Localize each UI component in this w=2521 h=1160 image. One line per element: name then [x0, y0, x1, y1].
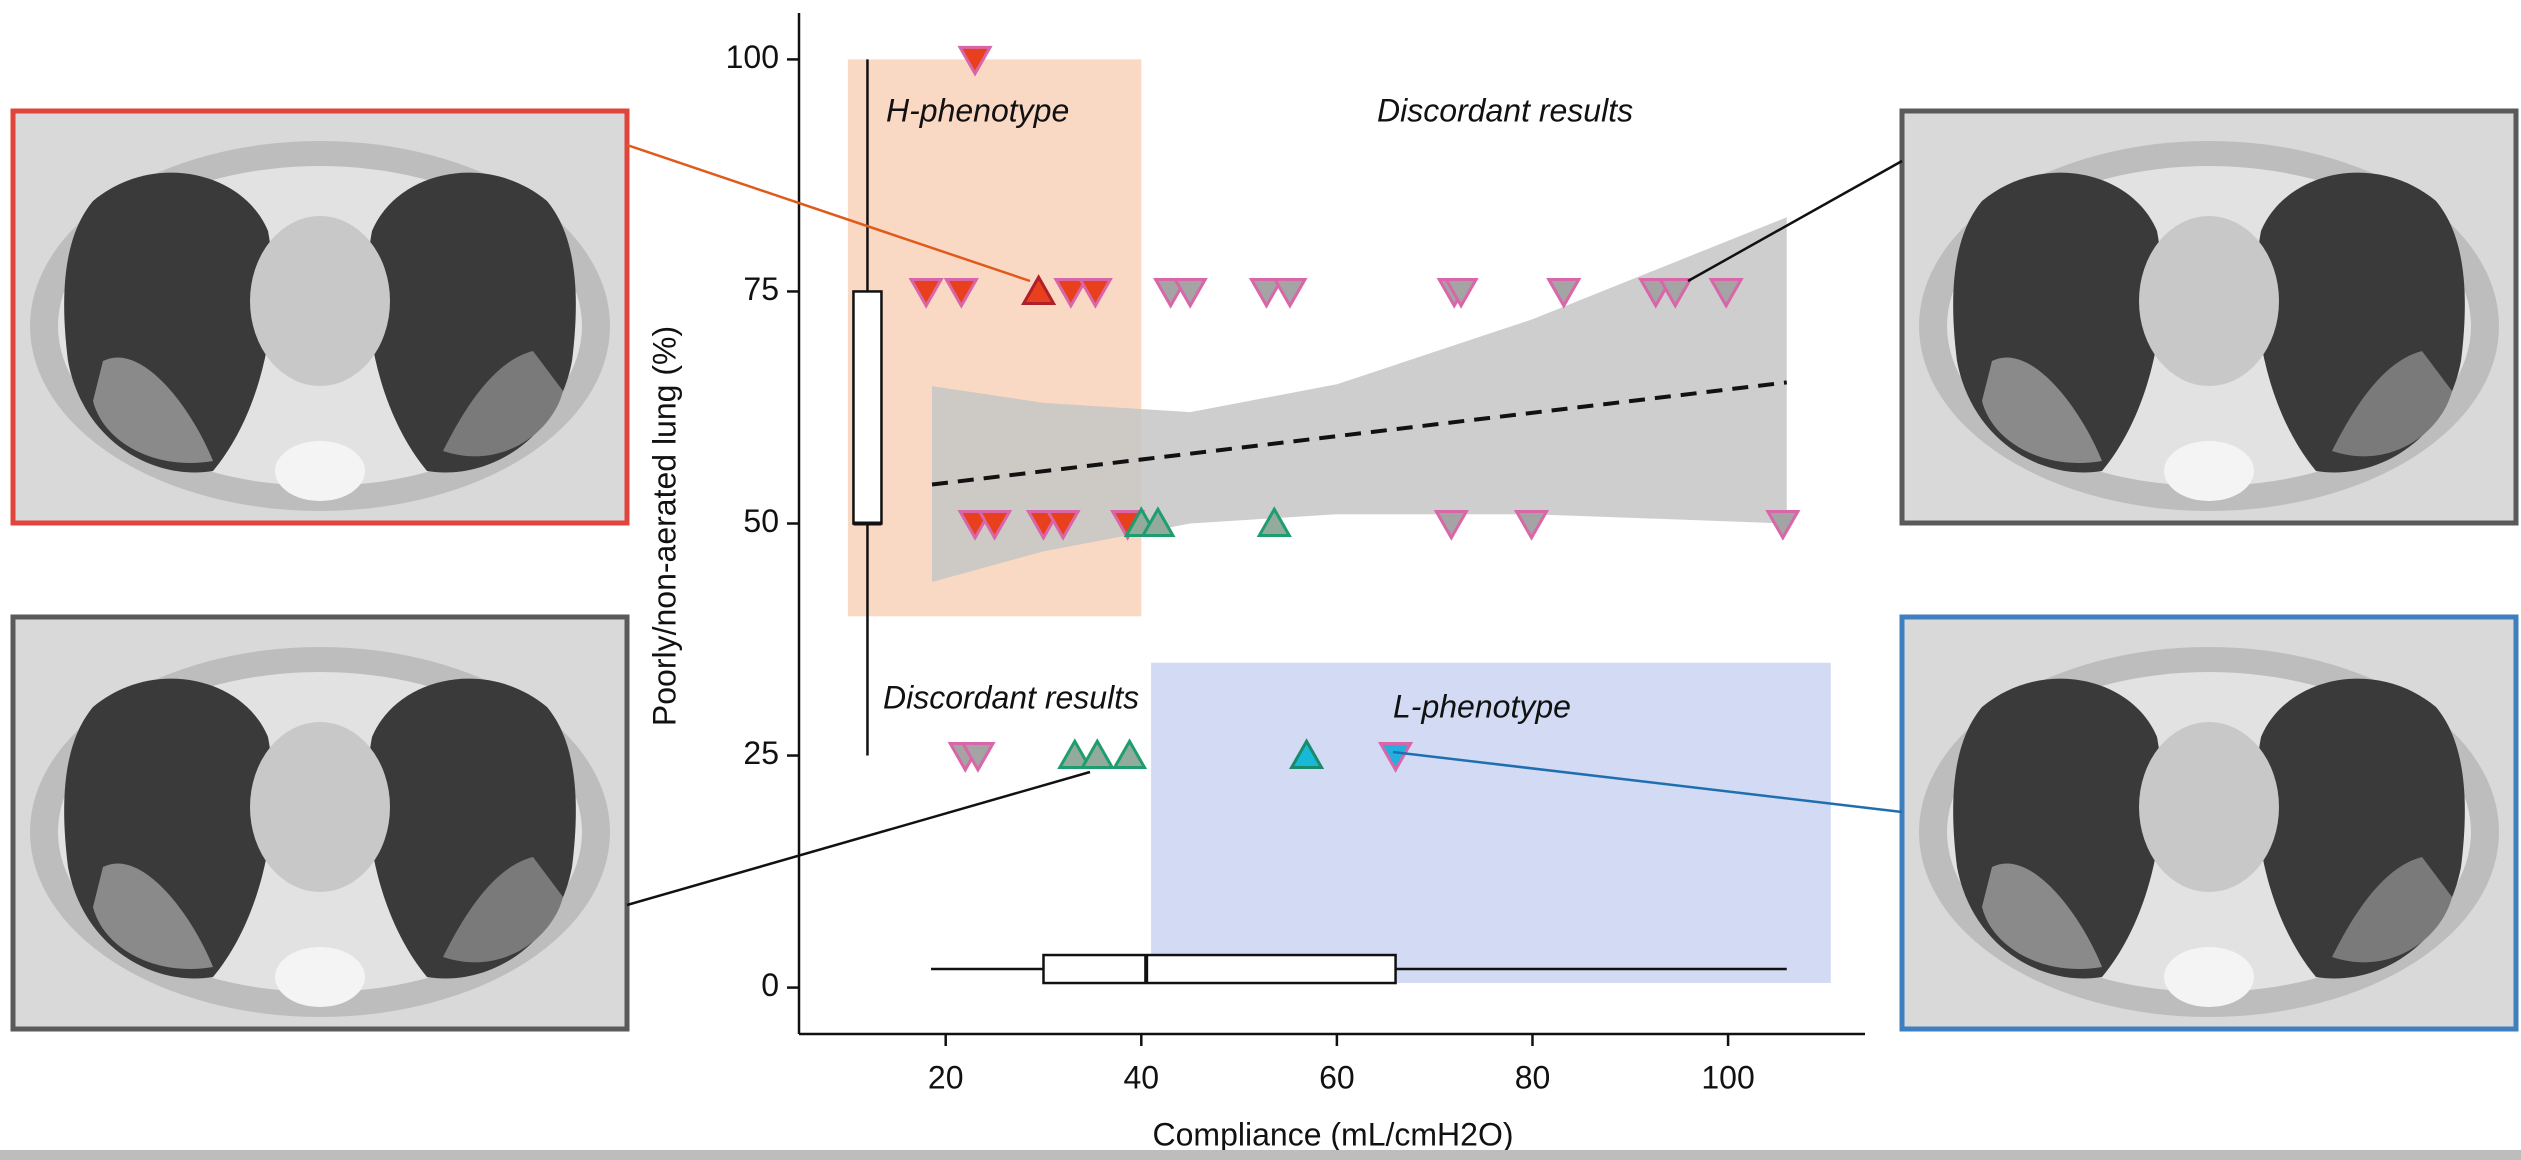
point [1057, 738, 1093, 770]
y-tick-label: 75 [743, 271, 779, 307]
y-tick-label: 25 [743, 735, 779, 771]
box [852, 290, 883, 525]
point [1272, 277, 1308, 309]
point [1111, 738, 1148, 770]
trend-line [931, 380, 1787, 487]
point [1513, 510, 1550, 541]
point [1546, 277, 1582, 309]
point [1045, 510, 1081, 541]
ct-image-discordant-high [1899, 108, 2519, 526]
region [1151, 662, 1831, 983]
point [1079, 738, 1115, 770]
ct-image-discordant-low [10, 614, 630, 1032]
region-label: H-phenotype [886, 92, 1069, 128]
point [1256, 506, 1292, 537]
x-tick-label: 100 [1701, 1059, 1754, 1095]
point [960, 742, 996, 773]
connector [626, 143, 1031, 283]
connector [626, 770, 1091, 907]
bottom-strip [0, 1150, 2521, 1160]
point [943, 277, 979, 309]
point [1443, 277, 1479, 309]
annotation: Discordant results [1377, 92, 1633, 128]
point [1377, 742, 1414, 773]
x-axis-label: Compliance (mL/cmH2O) [1153, 1116, 1514, 1152]
point [977, 510, 1013, 541]
x-tick-label: 60 [1319, 1059, 1355, 1095]
region-label: L-phenotype [1393, 688, 1571, 724]
y-axis-label: Poorly/non-aerated lung (%) [646, 326, 682, 726]
annotation: Discordant results [883, 679, 1139, 715]
y-tick-label: 50 [743, 503, 779, 539]
point [908, 277, 944, 309]
point [1708, 277, 1744, 309]
box [1042, 953, 1397, 985]
point [1053, 277, 1089, 309]
y-tick-label: 100 [726, 39, 779, 75]
point [1021, 274, 1057, 305]
confidence-band [932, 217, 1787, 582]
point [1248, 277, 1285, 309]
point [1765, 510, 1801, 541]
connector [1687, 159, 1903, 283]
ct-image-h [10, 108, 630, 526]
point [1657, 277, 1693, 309]
point [1140, 506, 1176, 537]
point [1172, 277, 1208, 309]
x-tick-label: 40 [1123, 1059, 1159, 1095]
point [1288, 738, 1325, 770]
connector [1392, 750, 1903, 814]
x-tick-label: 80 [1515, 1059, 1551, 1095]
ct-image-l [1899, 614, 2519, 1032]
plot-area: 0 25 50 75 100 20 40 60 80 100 H-phenotype L-phenot… [726, 13, 1865, 1095]
point [1077, 277, 1113, 309]
y-tick-label: 0 [761, 967, 779, 1003]
x-tick-label: 20 [928, 1059, 964, 1095]
point [957, 45, 993, 77]
point [1433, 510, 1469, 541]
